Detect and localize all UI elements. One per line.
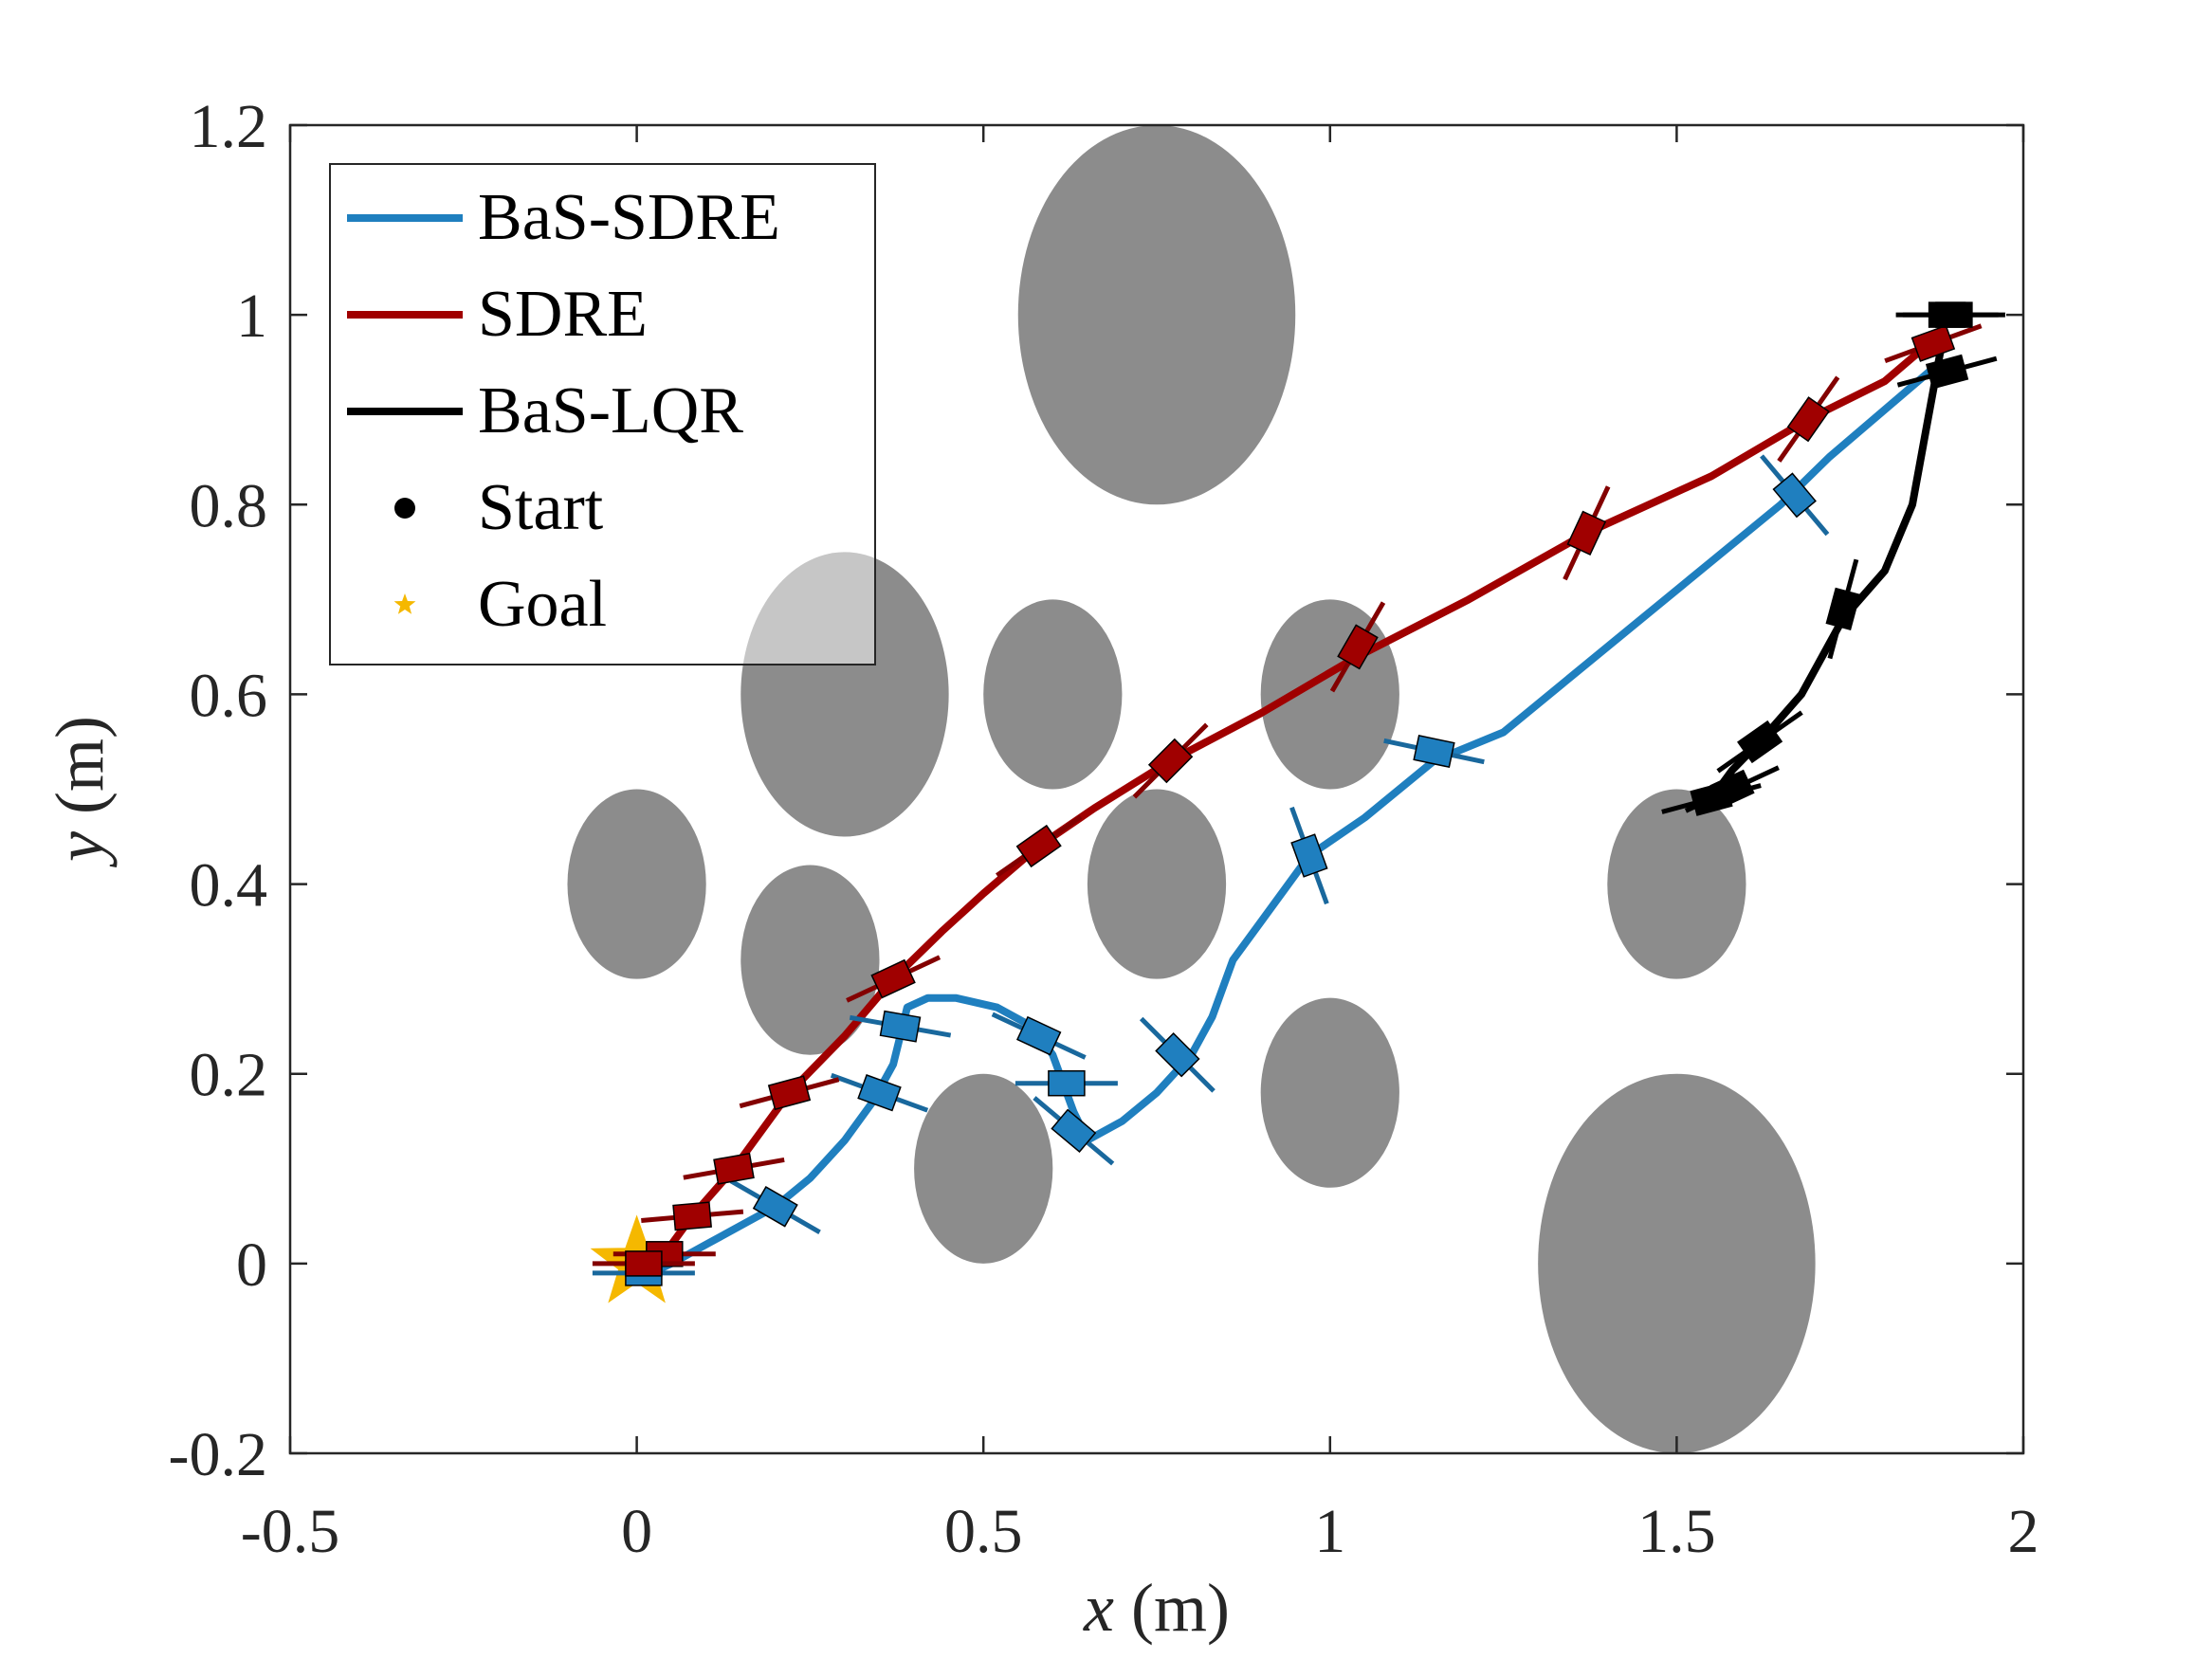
robot-bas-sdre-3	[1139, 1016, 1216, 1093]
robot-body	[1737, 720, 1783, 764]
robot-body	[1337, 624, 1379, 670]
robot-body	[1772, 472, 1817, 519]
robot-body	[879, 1010, 922, 1043]
x-tick-label: -0.5	[241, 1497, 339, 1566]
robot-sdre-6	[846, 955, 941, 1003]
robot-body	[1925, 354, 1969, 390]
robot-sdre-2	[1563, 485, 1611, 581]
legend-label-sdre: SDRE	[478, 278, 648, 351]
robot-sdre-7	[739, 1075, 840, 1111]
legend-goal-marker	[393, 593, 416, 614]
x-tick-label: 0	[621, 1497, 652, 1566]
robot-bas-lqr-3	[1825, 558, 1861, 660]
robot-body	[1015, 824, 1062, 868]
robot-body	[1910, 324, 1956, 362]
obstacle-9	[1260, 997, 1399, 1188]
obstacle-10	[1538, 1073, 1816, 1453]
obstacle-5	[740, 865, 880, 1055]
robot-bas-sdre-0	[1760, 454, 1830, 537]
robot-bas-sdre-9	[729, 1178, 821, 1234]
robot-body	[1155, 1032, 1200, 1078]
x-tick-label: 1	[1314, 1497, 1345, 1566]
x-tick-label: 0.5	[944, 1497, 1023, 1566]
robot-body	[767, 1075, 812, 1111]
robot-body	[752, 1186, 798, 1228]
robot-sdre-5	[996, 814, 1083, 878]
robot-bas-sdre-4	[1033, 1096, 1115, 1166]
robot-body	[1015, 1015, 1062, 1056]
robot-body	[713, 1152, 755, 1185]
robot-bas-sdre-8	[830, 1072, 929, 1113]
y-tick-label: 0	[236, 1231, 267, 1300]
obstacle-7	[1607, 789, 1746, 979]
robot-bas-lqr-4	[1716, 710, 1803, 774]
legend-start-marker	[394, 498, 415, 519]
robot-sdre-9	[641, 1201, 744, 1231]
robot-body	[1048, 1069, 1086, 1097]
y-tick-label: 0.4	[190, 851, 268, 921]
plot-frame	[288, 123, 2025, 1455]
robot-bas-lqr-6	[1661, 781, 1762, 816]
x-axis-label: x (m)	[1083, 1570, 1230, 1646]
robot-sdre-0	[1884, 323, 1983, 364]
robot-bas-sdre-7	[849, 1010, 952, 1043]
robot-sdre-4	[1132, 722, 1209, 799]
y-axis-label: y (m)	[42, 716, 118, 868]
robot-sdre-8	[683, 1152, 785, 1185]
robot-bas-sdre-5	[1015, 1069, 1118, 1097]
robot-body	[672, 1201, 712, 1231]
robot-body	[1290, 833, 1328, 878]
legend: BaS-SDRE SDRE BaS-LQR Start Goal	[329, 163, 876, 665]
robot-bas-lqr-1	[1902, 301, 2005, 328]
x-tick-label: 1.5	[1637, 1497, 1716, 1566]
robot-body	[1825, 587, 1861, 631]
robot-bas-sdre-1	[1383, 734, 1485, 769]
y-tick-label: 0.2	[190, 1041, 268, 1110]
robot-body	[1147, 738, 1194, 784]
obstacle-4	[567, 789, 706, 979]
obstacle-2	[983, 599, 1123, 790]
y-tick-label: 1.2	[190, 92, 268, 161]
robot-body	[1786, 396, 1830, 443]
robot-sdre-3	[1329, 601, 1386, 693]
robot-body	[870, 958, 916, 999]
robot-body	[1935, 301, 1973, 328]
y-tick-label: 0.6	[190, 661, 268, 730]
y-tick-label: 0.8	[190, 471, 268, 540]
obstacle-6	[1087, 789, 1227, 979]
y-tick-label: 1	[236, 282, 267, 351]
robot-bas-sdre-6	[991, 1012, 1087, 1060]
robot-bas-sdre-2	[1289, 806, 1329, 905]
axis-ticks: -0.5 0 0.5 1 1.5 2 -0.2 0 0.2 0.4 0.6 0.8 1 1.2	[169, 92, 2039, 1566]
robot-sdre-11	[592, 1250, 695, 1277]
robot-body	[1690, 781, 1733, 816]
legend-label-bas-sdre: BaS-SDRE	[478, 181, 780, 254]
legend-label-bas-lqr: BaS-LQR	[478, 374, 743, 447]
y-tick-label: -0.2	[169, 1420, 267, 1489]
legend-label-start: Start	[478, 471, 604, 544]
robot-body	[1051, 1108, 1097, 1154]
robot-body	[1413, 734, 1455, 769]
robot-body	[1566, 510, 1607, 556]
obstacle-8	[914, 1073, 1053, 1264]
robot-bas-lqr-2	[1896, 354, 1998, 390]
x-tick-label: 2	[2008, 1497, 2039, 1566]
robot-body	[857, 1074, 902, 1112]
obstacle-3	[1260, 599, 1399, 790]
obstacle-0	[1017, 125, 1296, 505]
robot-body	[625, 1250, 663, 1277]
robot-sdre-1	[1777, 375, 1840, 463]
legend-label-goal: Goal	[478, 568, 607, 641]
markers	[590, 301, 2005, 1304]
